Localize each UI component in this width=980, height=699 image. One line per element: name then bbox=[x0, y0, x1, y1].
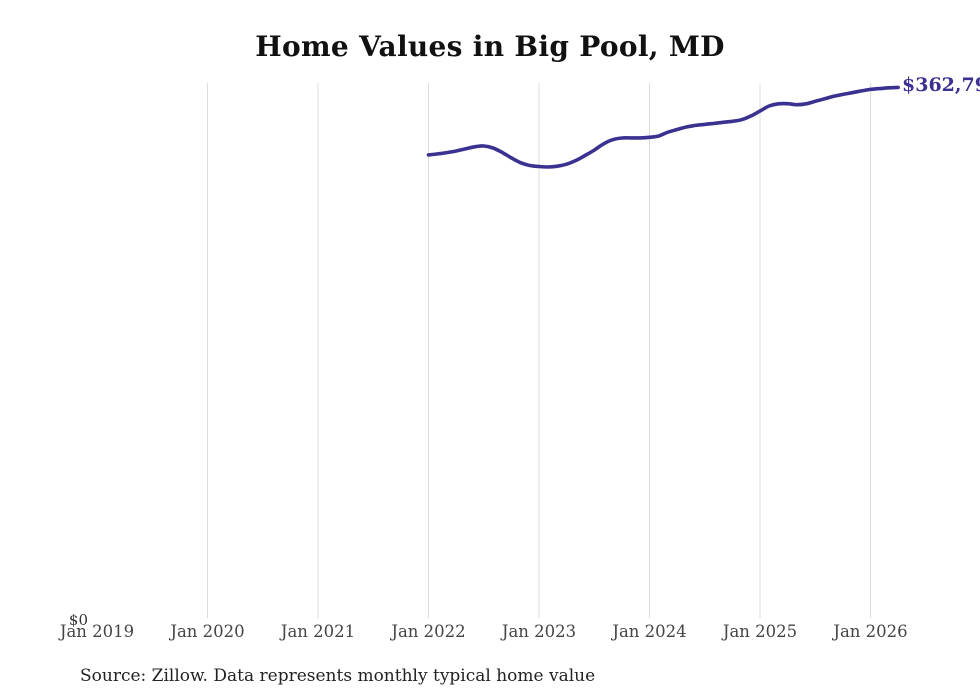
x-tick-label-jan-2021: Jan 2021 bbox=[280, 622, 356, 641]
x-tick-label-jan-2024: Jan 2024 bbox=[612, 622, 687, 641]
x-tick-label-jan-2022: Jan 2022 bbox=[391, 622, 466, 641]
x-tick-label-jan-2019: Jan 2019 bbox=[59, 622, 135, 641]
x-tick-label-jan-2020: Jan 2020 bbox=[170, 622, 245, 641]
chart-title: Home Values in Big Pool, MD bbox=[255, 30, 725, 63]
latest-value-label: $362,795 bbox=[902, 74, 980, 96]
source-note: Source: Zillow. Data represents monthly … bbox=[80, 666, 596, 686]
x-tick-label-jan-2026: Jan 2026 bbox=[833, 622, 908, 641]
x-tick-label-jan-2025: Jan 2025 bbox=[722, 622, 798, 641]
x-tick-label-jan-2023: Jan 2023 bbox=[501, 622, 577, 641]
home-value-line bbox=[426, 85, 900, 169]
y-axis-zero-label: $0 bbox=[68, 611, 88, 629]
